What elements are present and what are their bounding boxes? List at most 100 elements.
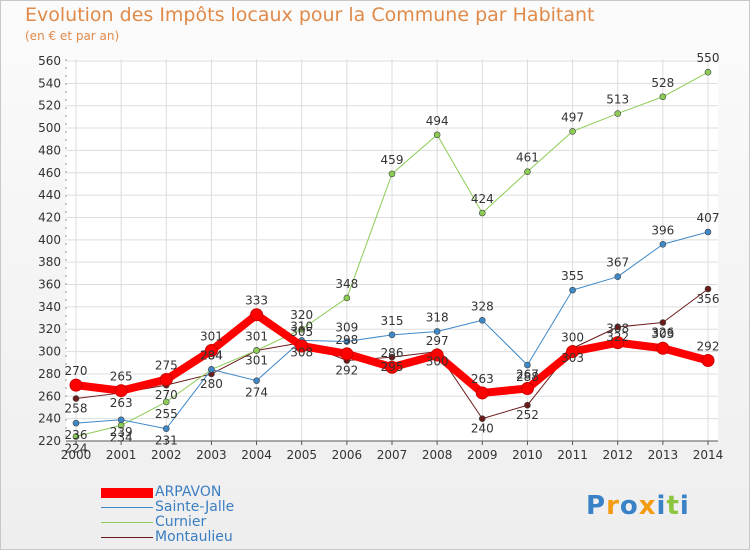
axes: 220 240 260 280 300 320 340 360 380 400 420 440 460 4…	[38, 54, 723, 462]
point-sainte-jalle-2003	[208, 366, 215, 373]
data-label-curnier-2006: 348	[335, 277, 358, 291]
data-label-sainte-jalle-2014: 407	[697, 211, 720, 225]
point-arpavon-2014	[701, 354, 715, 368]
point-curnier-2002	[162, 398, 170, 406]
legend-label-arpavon: ARPAVON	[155, 484, 222, 500]
data-label-sainte-jalle-2008: 318	[426, 310, 449, 324]
point-arpavon-2007	[385, 360, 399, 374]
point-curnier-2012	[614, 110, 622, 117]
data-label-sainte-jalle-2002: 231	[155, 434, 178, 448]
data-label-arpavon-2002: 275	[155, 359, 178, 373]
data-label-sainte-jalle-2009: 328	[471, 299, 494, 313]
point-montaulieu-2010	[524, 401, 531, 409]
point-arpavon-2004	[250, 308, 264, 322]
logo-letter: r	[606, 491, 620, 521]
data-label-montaulieu-2012: 322	[606, 330, 629, 344]
point-sainte-jalle-2009	[478, 316, 486, 324]
legend: ARPAVON Sainte-Jalle Curnier Montaulieu	[101, 485, 234, 545]
point-curnier-2011	[569, 128, 576, 135]
x-tick-label-2003: 2003	[196, 448, 227, 462]
data-label-sainte-jalle-2007: 315	[381, 314, 404, 328]
data-label-curnier-2011: 497	[561, 110, 584, 124]
point-curnier-2013	[659, 93, 667, 101]
y-tick-label-360: 360	[38, 278, 61, 292]
logo-letter: t	[666, 491, 680, 521]
data-label-montaulieu-2004: 301	[245, 353, 268, 367]
data-label-arpavon-2003: 301	[200, 329, 223, 343]
x-tick-label-2010: 2010	[512, 448, 543, 462]
point-arpavon-2001	[114, 384, 128, 398]
y-tick-label-340: 340	[38, 300, 61, 314]
logo-letter: i	[656, 491, 667, 521]
logo-letter: x	[638, 491, 657, 521]
point-montaulieu-2007	[388, 353, 396, 361]
y-tick-label-320: 320	[38, 322, 61, 336]
proxiti-logo: Proxiti	[586, 491, 690, 521]
data-label-curnier-2008: 494	[426, 114, 449, 128]
point-arpavon-2000	[69, 378, 83, 392]
point-sainte-jalle-2000	[72, 419, 80, 427]
point-sainte-jalle-2013	[659, 240, 667, 248]
data-label-montaulieu-2007: 295	[381, 360, 404, 374]
x-tick-label-2011: 2011	[557, 448, 588, 462]
y-tick-label-240: 240	[38, 412, 61, 426]
data-label-montaulieu-2008: 300	[426, 355, 449, 369]
data-label-arpavon-2010: 267	[516, 367, 539, 381]
data-label-curnier-2004: 301	[245, 329, 268, 343]
legend-swatch-sainte-jalle	[101, 507, 153, 508]
point-curnier-2010	[524, 168, 531, 175]
point-sainte-jalle-2014	[704, 228, 712, 236]
data-label-sainte-jalle-2004: 274	[245, 386, 268, 400]
point-arpavon-2008	[430, 348, 444, 362]
point-curnier-2007	[388, 170, 396, 178]
x-tick-label-2000: 2000	[61, 448, 92, 462]
point-sainte-jalle-2007	[388, 331, 396, 339]
data-label-arpavon-2013: 303	[651, 327, 674, 341]
y-tick-label-500: 500	[38, 121, 61, 135]
data-label-arpavon-2014: 292	[697, 340, 720, 354]
data-label-arpavon-2005: 305	[290, 325, 313, 339]
point-sainte-jalle-2006	[343, 338, 351, 345]
data-label-sainte-jalle-2013: 396	[651, 223, 674, 237]
x-tick-label-2012: 2012	[602, 448, 633, 462]
point-sainte-jalle-2001	[117, 416, 125, 424]
logo-letter: o	[619, 491, 639, 521]
data-label-curnier-2002: 255	[155, 407, 178, 421]
point-arpavon-2006	[340, 347, 354, 361]
point-arpavon-2009	[475, 386, 489, 400]
point-sainte-jalle-2008	[433, 328, 441, 335]
y-tick-label-420: 420	[38, 210, 61, 224]
chart-subtitle: (en € et par an)	[25, 29, 120, 43]
data-label-arpavon-2009: 263	[471, 372, 494, 386]
data-label-curnier-2012: 513	[606, 93, 629, 107]
y-tick-label-300: 300	[38, 345, 61, 359]
y-tick-label-480: 480	[38, 143, 61, 157]
x-tick-label-2004: 2004	[241, 448, 272, 462]
x-tick-label-2007: 2007	[377, 448, 408, 462]
point-arpavon-2010	[520, 381, 534, 395]
point-arpavon-2003	[204, 343, 218, 357]
data-label-curnier-2013: 528	[651, 76, 674, 90]
point-montaulieu-2009	[478, 415, 486, 422]
point-arpavon-2013	[656, 341, 670, 355]
data-label-curnier-2003: 284	[200, 348, 223, 362]
point-curnier-2014	[704, 68, 712, 76]
y-tick-label-260: 260	[38, 389, 61, 403]
x-tick-label-2009: 2009	[467, 448, 498, 462]
data-label-arpavon-2006: 298	[335, 333, 358, 347]
legend-swatch-arpavon	[101, 487, 153, 498]
data-label-montaulieu-2010: 252	[516, 408, 539, 422]
data-label-sainte-jalle-2012: 367	[606, 256, 629, 270]
point-curnier-2005	[298, 325, 306, 333]
legend-label-curnier: Curnier	[155, 514, 207, 530]
data-label-sainte-jalle-2000: 236	[65, 428, 88, 442]
legend-label-montaulieu: Montaulieu	[155, 529, 233, 545]
legend-swatch-montaulieu	[101, 537, 153, 538]
point-sainte-jalle-2012	[614, 273, 622, 281]
point-sainte-jalle-2011	[569, 286, 576, 294]
data-label-curnier-2005: 320	[290, 308, 313, 322]
y-tick-label-540: 540	[38, 76, 61, 90]
data-label-arpavon-2007: 286	[381, 346, 404, 360]
